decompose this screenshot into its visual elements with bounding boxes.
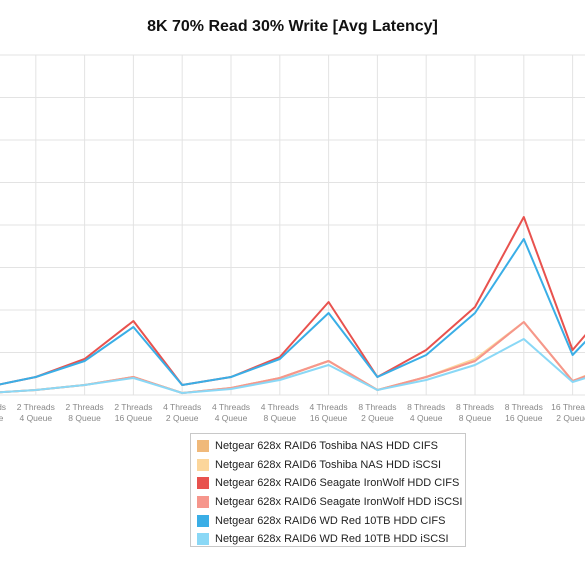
x-tick-label: 2 Queue bbox=[556, 413, 585, 423]
x-tick-label: 4 Threads bbox=[212, 402, 250, 412]
x-tick-label: 4 Threads bbox=[163, 402, 201, 412]
legend-entry: Netgear 628x RAID6 WD Red 10TB HDD CIFS bbox=[197, 511, 465, 530]
x-tick-label: 8 Threads bbox=[505, 402, 543, 412]
x-tick-label: 2 Queue bbox=[0, 413, 4, 423]
legend-entry: Netgear 628x RAID6 Toshiba NAS HDD iSCSI bbox=[197, 456, 465, 475]
x-tick-label: 2 Threads bbox=[0, 402, 6, 412]
x-tick-label: 8 Queue bbox=[459, 413, 492, 423]
x-tick-label: 8 Threads bbox=[358, 402, 396, 412]
x-tick-label: 2 Threads bbox=[66, 402, 104, 412]
x-tick-label: 2 Threads bbox=[114, 402, 152, 412]
legend-label: Netgear 628x RAID6 Toshiba NAS HDD CIFS bbox=[215, 440, 438, 453]
x-tick-label: 2 Queue bbox=[166, 413, 199, 423]
x-tick-label: 16 Threads bbox=[551, 402, 585, 412]
x-tick-label: 2 Threads bbox=[17, 402, 55, 412]
legend-label: Netgear 628x RAID6 Toshiba NAS HDD iSCSI bbox=[215, 458, 442, 471]
x-tick-label: 16 Queue bbox=[505, 413, 543, 423]
legend-label: Netgear 628x RAID6 WD Red 10TB HDD CIFS bbox=[215, 514, 446, 527]
x-tick-label: 8 Threads bbox=[456, 402, 494, 412]
legend-swatch bbox=[197, 477, 209, 490]
legend-entry: Netgear 628x RAID6 Toshiba NAS HDD CIFS bbox=[197, 437, 465, 456]
x-tick-label: 4 Queue bbox=[410, 413, 443, 423]
x-tick-label: 8 Queue bbox=[263, 413, 296, 423]
series-line bbox=[0, 338, 585, 394]
legend-swatch bbox=[197, 533, 209, 546]
x-tick-label: 8 Queue bbox=[68, 413, 101, 423]
x-tick-label: 4 Queue bbox=[215, 413, 248, 423]
legend-entry: Netgear 628x RAID6 Seagate IronWolf HDD … bbox=[197, 474, 465, 493]
legend-swatch bbox=[197, 496, 209, 509]
chart-title: 8K 70% Read 30% Write [Avg Latency] bbox=[147, 18, 438, 35]
x-tick-label: 2 Queue bbox=[361, 413, 394, 423]
series-line bbox=[0, 238, 585, 386]
legend-entry: Netgear 628x RAID6 WD Red 10TB HDD iSCSI bbox=[197, 530, 465, 549]
x-tick-label: 16 Queue bbox=[115, 413, 153, 423]
series-line bbox=[0, 216, 585, 386]
legend-swatch bbox=[197, 458, 209, 471]
x-tick-label: 4 Threads bbox=[310, 402, 348, 412]
legend-label: Netgear 628x RAID6 WD Red 10TB HDD iSCSI bbox=[215, 533, 449, 546]
legend-label: Netgear 628x RAID6 Seagate IronWolf HDD … bbox=[215, 496, 463, 509]
x-tick-label: 16 Queue bbox=[310, 413, 348, 423]
chart-legend: Netgear 628x RAID6 Toshiba NAS HDD CIFS N… bbox=[190, 433, 466, 547]
x-tick-label: 8 Threads bbox=[407, 402, 445, 412]
legend-entry: Netgear 628x RAID6 Seagate IronWolf HDD … bbox=[197, 493, 465, 512]
legend-swatch bbox=[197, 440, 209, 453]
x-tick-label: 4 Threads bbox=[261, 402, 299, 412]
legend-label: Netgear 628x RAID6 Seagate IronWolf HDD … bbox=[215, 477, 460, 490]
x-tick-label: 4 Queue bbox=[19, 413, 52, 423]
legend-swatch bbox=[197, 514, 209, 527]
